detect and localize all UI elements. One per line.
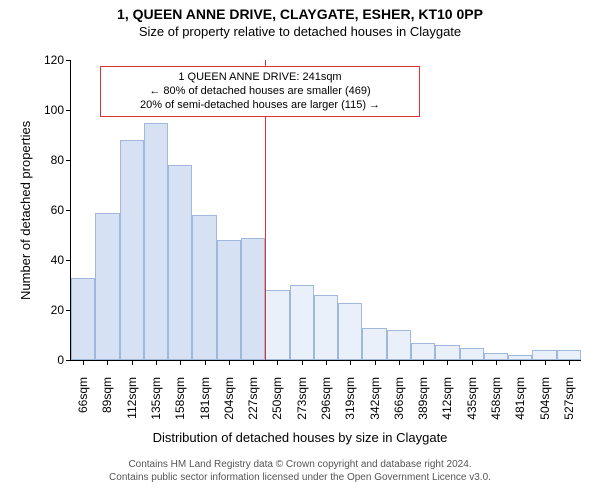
histogram-bar [241, 238, 265, 361]
x-tick-label: 135sqm [149, 377, 163, 437]
histogram-bar [557, 350, 581, 360]
histogram-bar [120, 140, 144, 360]
x-tick [375, 360, 376, 365]
y-tick-label: 60 [36, 203, 64, 217]
y-tick-label: 0 [36, 353, 64, 367]
x-tick [326, 360, 327, 365]
x-tick-label: 319sqm [343, 377, 357, 437]
y-tick [66, 60, 71, 61]
histogram-bar [71, 278, 95, 361]
histogram-bar [484, 353, 508, 361]
chart-container: 1, QUEEN ANNE DRIVE, CLAYGATE, ESHER, KT… [0, 0, 600, 500]
x-tick [350, 360, 351, 365]
annotation-line: ← 80% of detached houses are smaller (46… [107, 85, 413, 99]
x-tick [399, 360, 400, 365]
x-tick [205, 360, 206, 365]
y-tick-label: 120 [36, 53, 64, 67]
x-tick-label: 527sqm [562, 377, 576, 437]
histogram-bar [338, 303, 362, 361]
histogram-bar [144, 123, 168, 361]
x-tick [229, 360, 230, 365]
y-axis-label: Number of detached properties [18, 121, 33, 300]
histogram-bar [290, 285, 314, 360]
x-tick-label: 227sqm [246, 377, 260, 437]
x-tick [447, 360, 448, 365]
x-tick-label: 112sqm [125, 377, 139, 437]
attribution-line: Contains public sector information licen… [0, 471, 600, 484]
x-tick-label: 204sqm [222, 377, 236, 437]
histogram-bar [362, 328, 386, 361]
x-tick-label: 481sqm [513, 377, 527, 437]
chart-title: 1, QUEEN ANNE DRIVE, CLAYGATE, ESHER, KT… [0, 6, 600, 22]
x-tick [569, 360, 570, 365]
histogram-bar [387, 330, 411, 360]
histogram-bar [95, 213, 119, 361]
x-tick-label: 250sqm [270, 377, 284, 437]
y-tick-label: 100 [36, 103, 64, 117]
x-tick-label: 181sqm [198, 377, 212, 437]
x-tick [277, 360, 278, 365]
x-tick-label: 158sqm [173, 377, 187, 437]
x-tick-label: 458sqm [489, 377, 503, 437]
histogram-bar [435, 345, 459, 360]
x-tick [83, 360, 84, 365]
x-tick [472, 360, 473, 365]
x-tick-label: 389sqm [416, 377, 430, 437]
y-tick [66, 210, 71, 211]
annotation-line: 20% of semi-detached houses are larger (… [107, 99, 413, 113]
x-tick [520, 360, 521, 365]
x-tick [253, 360, 254, 365]
x-tick-label: 66sqm [76, 377, 90, 437]
x-tick [132, 360, 133, 365]
attribution-line: Contains HM Land Registry data © Crown c… [0, 458, 600, 471]
x-tick [302, 360, 303, 365]
chart-subtitle: Size of property relative to detached ho… [0, 24, 600, 39]
x-tick [496, 360, 497, 365]
x-tick-label: 366sqm [392, 377, 406, 437]
x-tick-label: 504sqm [538, 377, 552, 437]
x-tick-label: 342sqm [368, 377, 382, 437]
y-tick [66, 110, 71, 111]
y-tick-label: 80 [36, 153, 64, 167]
x-tick-label: 412sqm [440, 377, 454, 437]
y-tick [66, 360, 71, 361]
x-tick [423, 360, 424, 365]
histogram-bar [265, 290, 289, 360]
y-tick [66, 260, 71, 261]
annotation-box: 1 QUEEN ANNE DRIVE: 241sqm← 80% of detac… [100, 66, 420, 117]
x-tick [107, 360, 108, 365]
y-tick [66, 160, 71, 161]
attribution-text: Contains HM Land Registry data © Crown c… [0, 458, 600, 484]
histogram-bar [314, 295, 338, 360]
y-tick-label: 40 [36, 253, 64, 267]
y-tick-label: 20 [36, 303, 64, 317]
x-tick-label: 89sqm [100, 377, 114, 437]
histogram-bar [168, 165, 192, 360]
x-tick [156, 360, 157, 365]
x-tick-label: 296sqm [319, 377, 333, 437]
x-tick-label: 435sqm [465, 377, 479, 437]
x-tick [545, 360, 546, 365]
histogram-bar [532, 350, 556, 360]
x-axis-label: Distribution of detached houses by size … [0, 430, 600, 445]
histogram-bar [192, 215, 216, 360]
x-tick-label: 273sqm [295, 377, 309, 437]
histogram-bar [217, 240, 241, 360]
histogram-bar [460, 348, 484, 361]
histogram-bar [411, 343, 435, 361]
annotation-line: 1 QUEEN ANNE DRIVE: 241sqm [107, 71, 413, 85]
x-tick [180, 360, 181, 365]
